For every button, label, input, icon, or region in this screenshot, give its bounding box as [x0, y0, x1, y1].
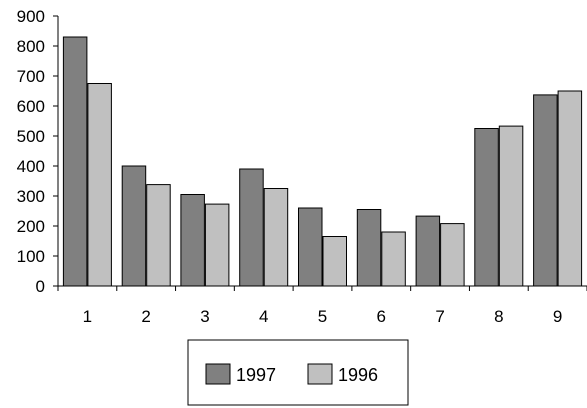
- x-tick-label: 5: [318, 307, 327, 326]
- bar-1996-9: [557, 90, 583, 287]
- y-tick-label: 300: [17, 187, 45, 206]
- legend-swatch-1996: [307, 363, 333, 385]
- plot-area: 0 100 200 300 400 500 600 700 800 900 1 2 3 4 5 6 7 8 9: [17, 7, 587, 326]
- legend-swatch-1997: [205, 363, 231, 385]
- bar-1997-1: [62, 36, 88, 287]
- bar-1996-8: [498, 125, 524, 287]
- legend-label-1997: 1997: [236, 365, 276, 385]
- bar-1997-9: [533, 94, 558, 287]
- x-tick-label: 1: [83, 307, 92, 326]
- x-tick-label: 7: [435, 307, 444, 326]
- bar-1996-5: [322, 236, 347, 287]
- bar-1997-6: [356, 209, 382, 287]
- bar-1996-4: [263, 188, 289, 287]
- y-tick-label: 700: [17, 67, 45, 86]
- bar-1997-2: [121, 165, 147, 287]
- bar-1997-5: [298, 207, 323, 287]
- x-tick-label: 9: [553, 307, 562, 326]
- bar-1997-3: [180, 194, 205, 287]
- y-tick-label: 900: [17, 7, 45, 26]
- bar-1996-7: [440, 223, 465, 287]
- x-tick-label: 3: [200, 307, 209, 326]
- x-tick-label: 4: [259, 307, 268, 326]
- bar-1996-6: [381, 231, 406, 287]
- y-tick-label: 0: [36, 277, 45, 296]
- x-tick-label: 8: [494, 307, 503, 326]
- y-tick-label: 100: [17, 247, 45, 266]
- bar-1997-8: [474, 128, 499, 287]
- y-tick-label: 800: [17, 37, 45, 56]
- y-tick-label: 500: [17, 127, 45, 146]
- legend-label-1996: 1996: [338, 365, 378, 385]
- legend: 1997 1996: [187, 339, 409, 406]
- bar-1997-7: [415, 215, 441, 287]
- bar-1997-4: [239, 168, 264, 287]
- x-tick-label: 6: [377, 307, 386, 326]
- bar-1996-3: [204, 203, 230, 287]
- bar-1996-2: [146, 184, 171, 287]
- y-tick-label: 200: [17, 217, 45, 236]
- y-tick-label: 600: [17, 97, 45, 116]
- x-tick-label: 2: [141, 307, 150, 326]
- y-tick-label: 400: [17, 157, 45, 176]
- bar-1996-1: [87, 83, 112, 287]
